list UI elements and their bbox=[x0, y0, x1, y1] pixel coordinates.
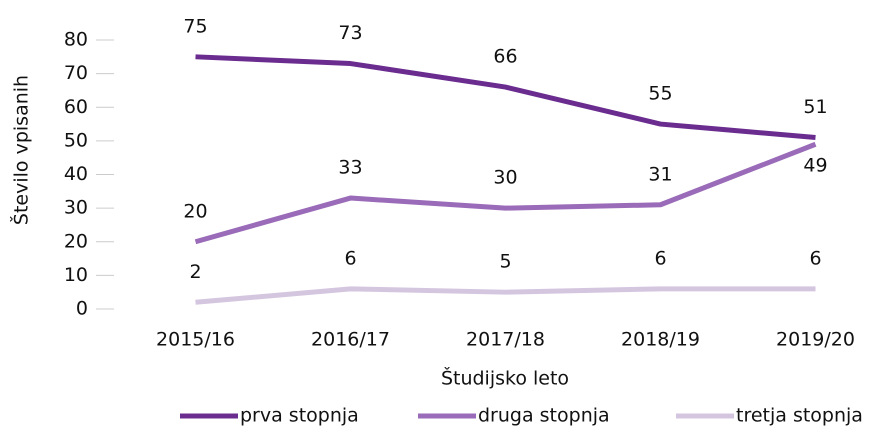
data-label: 51 bbox=[803, 96, 827, 118]
data-label: 75 bbox=[183, 15, 207, 37]
y-tick-label: 10 bbox=[64, 264, 88, 286]
y-tick-label: 20 bbox=[64, 230, 88, 252]
data-label: 66 bbox=[493, 46, 517, 68]
data-label: 30 bbox=[493, 167, 517, 189]
y-tick-label: 80 bbox=[64, 29, 88, 51]
series-line bbox=[195, 54, 816, 141]
data-label: 6 bbox=[344, 247, 356, 269]
y-tick-label: 70 bbox=[64, 62, 88, 84]
x-tick-label: 2019/20 bbox=[776, 329, 855, 351]
y-tick-label: 40 bbox=[64, 163, 88, 185]
data-label: 2 bbox=[189, 261, 201, 283]
y-tick-label: 0 bbox=[76, 298, 88, 320]
x-tick-label: 2015/16 bbox=[156, 329, 235, 351]
y-tick-label: 50 bbox=[64, 129, 88, 151]
legend-label: druga stopnja bbox=[478, 405, 610, 427]
series-line bbox=[195, 286, 816, 305]
data-label: 20 bbox=[183, 200, 207, 222]
data-label: 73 bbox=[338, 22, 362, 44]
data-label: 6 bbox=[654, 247, 666, 269]
series-line bbox=[194, 141, 817, 245]
data-label: 33 bbox=[338, 157, 362, 179]
y-axis-title: Število vpisanih bbox=[9, 75, 33, 225]
y-tick-label: 60 bbox=[64, 96, 88, 118]
data-label: 31 bbox=[648, 163, 672, 185]
data-label: 5 bbox=[499, 251, 511, 273]
legend-label: tretja stopnja bbox=[736, 405, 863, 427]
data-label: 49 bbox=[803, 155, 827, 177]
x-tick-label: 2016/17 bbox=[311, 329, 390, 351]
x-tick-label: 2017/18 bbox=[466, 329, 545, 351]
x-tick-label: 2018/19 bbox=[621, 329, 700, 351]
legend-label: prva stopnja bbox=[240, 405, 359, 427]
x-axis-title: Študijsko leto bbox=[441, 366, 569, 390]
data-label: 6 bbox=[809, 247, 821, 269]
y-tick-label: 30 bbox=[64, 197, 88, 219]
data-label: 55 bbox=[648, 83, 672, 105]
